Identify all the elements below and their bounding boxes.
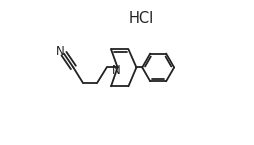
Text: N: N <box>112 64 120 77</box>
Text: HCl: HCl <box>128 11 153 26</box>
Text: N: N <box>56 45 65 58</box>
